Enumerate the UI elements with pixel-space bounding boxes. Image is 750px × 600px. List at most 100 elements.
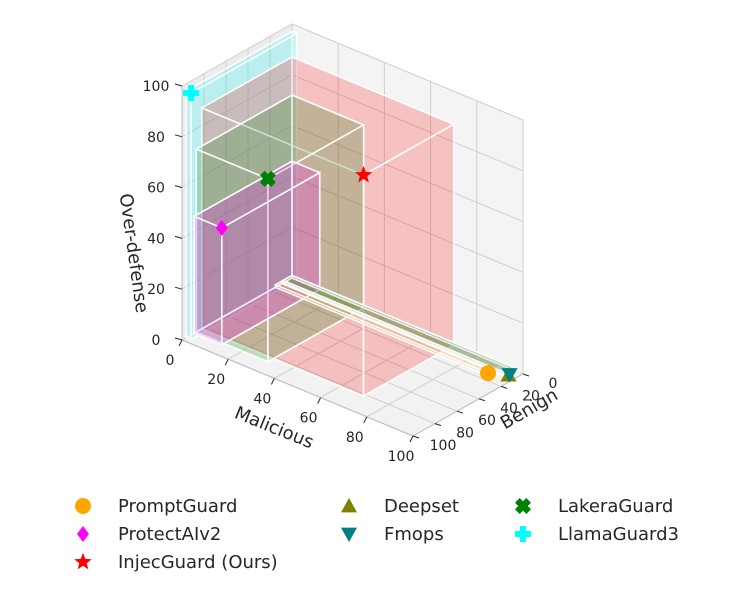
legend-item: PromptGuard	[55, 492, 237, 520]
data-point-promptguard	[480, 365, 497, 382]
tick-malicious	[317, 397, 322, 404]
gridline	[291, 74, 524, 172]
data-point-lakeraguard-bar	[259, 170, 276, 187]
region-box	[281, 274, 521, 379]
legend-label: PromptGuard	[118, 495, 238, 517]
legend-marker-triangle-down	[341, 527, 357, 542]
gridline	[225, 314, 458, 412]
legend-label: Fmops	[384, 523, 444, 545]
tick-malicious	[224, 358, 229, 366]
legend-marker-x	[515, 498, 531, 514]
legend-marker-x-bar	[515, 498, 531, 514]
legend-label: LlamaGuard3	[558, 523, 679, 545]
tick-benign	[434, 423, 442, 427]
region-face	[281, 274, 521, 376]
legend-marker-plus-bar	[515, 530, 531, 538]
legend-marker-plus	[515, 526, 531, 542]
tick-over-defense	[174, 185, 183, 189]
tick-malicious	[409, 435, 414, 443]
tick-benign	[500, 385, 508, 389]
tick-over-defense	[174, 337, 183, 341]
gridline	[227, 296, 339, 360]
tick-over-defense	[174, 235, 183, 239]
legend-marker-star	[74, 552, 92, 570]
tick-label-benign: 40	[500, 401, 518, 417]
gridline	[203, 327, 436, 425]
region-box	[192, 159, 322, 346]
gridline	[181, 175, 293, 239]
gridline	[181, 74, 293, 138]
legend-marker	[55, 492, 111, 520]
tick-label-over-defense: 40	[147, 231, 165, 247]
tick-label-malicious: 60	[300, 411, 318, 427]
tick-label-malicious: 20	[207, 372, 225, 388]
legend-marker	[55, 548, 111, 576]
tick-malicious	[178, 339, 183, 347]
legend-item: LlamaGuard3	[495, 520, 679, 548]
region-face	[194, 94, 366, 180]
axis-line-benign	[412, 373, 524, 437]
gridline	[181, 23, 293, 87]
region-box	[200, 55, 456, 398]
data-point-lakeraguard	[259, 170, 276, 187]
tick-label-over-defense: 20	[147, 282, 165, 298]
legend-item: Fmops	[321, 520, 444, 548]
tick-label-over-defense: 100	[143, 79, 170, 95]
tick-label-over-defense: 0	[152, 333, 161, 349]
tick-over-defense	[174, 134, 183, 138]
tick-benign	[412, 435, 420, 439]
tick-malicious	[270, 378, 275, 385]
region-face	[192, 160, 322, 229]
gridline	[274, 315, 385, 379]
data-point-protectaiv2	[215, 219, 228, 236]
gridline	[181, 125, 293, 189]
data-point-fmops	[501, 368, 518, 383]
gridline	[291, 23, 524, 121]
legend-item: InjecGuard (Ours)	[55, 548, 278, 576]
region-face	[200, 56, 456, 176]
tick-label-benign: 80	[456, 426, 474, 442]
gridline	[269, 289, 502, 387]
tick-label-malicious: 40	[253, 391, 271, 407]
tick-label-over-defense: 80	[147, 130, 165, 146]
tick-benign	[478, 398, 486, 402]
region-box	[184, 30, 299, 341]
tick-label-malicious: 0	[166, 353, 175, 369]
gridline	[291, 175, 524, 273]
tick-over-defense	[174, 286, 183, 290]
gridline	[320, 335, 431, 399]
legend-item: ProtectAIv2	[55, 520, 221, 548]
tick-label-malicious: 100	[388, 449, 415, 465]
tick-malicious	[363, 416, 368, 424]
data-point-injecguard-ours	[354, 165, 373, 183]
tick-benign	[456, 410, 464, 414]
legend: PromptGuard ProtectAIv2 InjecGuard (Ours…	[55, 490, 735, 590]
legend-marker-triangle-up	[341, 498, 357, 513]
legend-label: InjecGuard (Ours)	[118, 551, 278, 573]
gridline	[291, 226, 524, 324]
data-point-llamaguard3-bar	[183, 90, 200, 97]
legend-marker	[55, 520, 111, 548]
tick-label-benign: 20	[522, 388, 540, 404]
legend-label: ProtectAIv2	[118, 523, 222, 545]
gridline	[366, 354, 478, 418]
gridline	[181, 226, 293, 290]
gridline	[291, 125, 524, 223]
tick-benign	[522, 373, 530, 377]
tick-label-benign: 100	[430, 438, 457, 454]
legend-marker-diamond	[77, 526, 89, 542]
legend-marker	[321, 520, 377, 548]
legend-item: Deepset	[321, 492, 459, 520]
legend-marker	[321, 492, 377, 520]
axis-line-malicious	[181, 339, 414, 437]
region-face	[193, 215, 223, 346]
legend-marker-circle	[75, 498, 91, 514]
legend-label: LakeraGuard	[558, 495, 674, 517]
legend-label: Deepset	[384, 495, 459, 517]
legend-marker	[495, 492, 551, 520]
tick-label-malicious: 80	[346, 430, 364, 446]
data-point-llamaguard3	[183, 85, 200, 102]
axis-title-over-defense: Over-defense	[115, 192, 153, 314]
